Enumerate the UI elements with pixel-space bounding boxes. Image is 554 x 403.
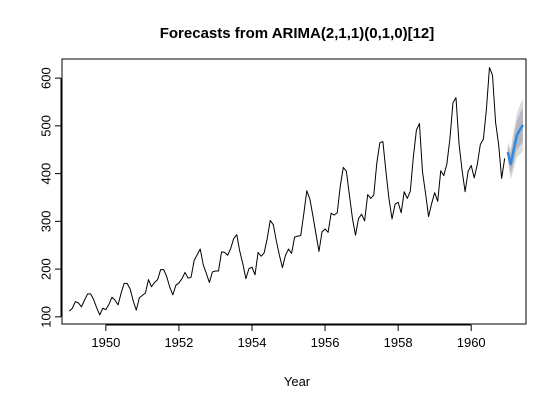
y-tick-label: 200: [38, 258, 53, 280]
y-tick-label: 300: [38, 210, 53, 232]
y-tick-label: 400: [38, 163, 53, 185]
x-axis-label: Year: [284, 374, 311, 389]
x-tick-label: 1954: [238, 335, 267, 350]
series-lines: [68, 67, 525, 316]
x-tick-label: 1950: [91, 335, 120, 350]
y-tick-label: 500: [38, 115, 53, 137]
plot-frame: [61, 58, 527, 325]
forecast-line: [506, 124, 525, 166]
x-axis: 1950 1952 1954 1956 1958 1960: [91, 324, 486, 350]
y-axis: 100 200 300 400 500 600: [38, 67, 62, 328]
x-tick-label: 1960: [457, 335, 486, 350]
y-tick-label: 100: [38, 306, 53, 328]
chart-title: Forecasts from ARIMA(2,1,1)(0,1,0)[12]: [160, 25, 435, 42]
x-tick-label: 1958: [384, 335, 413, 350]
observed-series-line: [68, 67, 506, 316]
y-tick-label: 600: [38, 67, 53, 89]
x-tick-label: 1952: [164, 335, 193, 350]
x-tick-label: 1956: [311, 335, 340, 350]
